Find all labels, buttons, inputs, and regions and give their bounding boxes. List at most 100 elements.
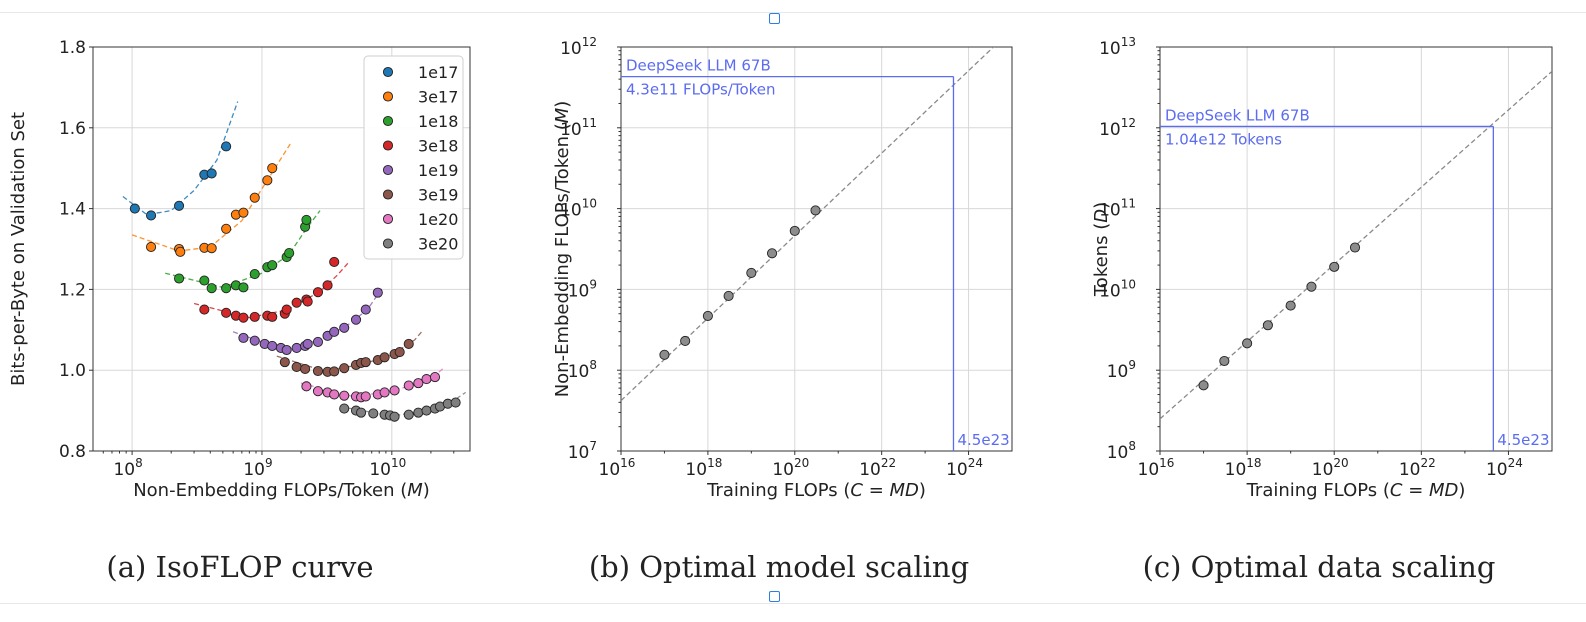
data-point [403,409,414,420]
data-point [279,357,290,368]
y-tick-label: 108 [568,358,597,382]
legend-label: 1e20 [418,210,458,229]
x-axis-label: Non-Embedding FLOPs/Token (M) [133,480,430,501]
x-tick-label: 1024 [946,456,983,480]
y-tick-label: 1.2 [59,280,86,300]
y-axis-label: Tokens (D) [1091,202,1112,297]
data-point [767,248,778,259]
fit-curve [165,210,321,289]
data-point [1285,300,1296,311]
legend-marker [382,91,394,102]
data-point [199,275,210,286]
model-scaling-chart: 1016 1018 1020 1022 1024 107 108 109 1010 1011 101… [552,35,1013,584]
data-point [322,280,333,291]
data-point [403,338,414,349]
legend-label: 1e17 [418,63,458,82]
x-tick-label: 1016 [599,456,636,480]
selection-top-border [0,12,1586,13]
data-point [1198,380,1209,391]
data-point [249,192,260,203]
x-tick-label: 1010 [369,456,406,480]
data-point [702,310,713,321]
data-point [659,349,670,360]
x-tick-label: 1024 [1486,456,1523,480]
data-point [356,407,367,418]
legend-marker [382,140,394,151]
data-point [284,247,295,259]
data-point [1349,242,1361,253]
data-point [301,381,312,392]
y-tick-label: 109 [1107,358,1136,382]
data-point [312,365,324,377]
data-point [302,296,313,307]
y-tick-label: 1012 [1099,116,1136,140]
annotation-value-label: 1.04e12 Tokens [1165,130,1282,148]
series-1e18 [165,210,321,294]
x-axis-label: Training FLOPs (C = MD) [1246,480,1466,501]
data-point [1219,355,1230,367]
data-point [810,205,821,216]
x-tick-label: 1016 [1138,456,1175,480]
data-point [312,336,324,347]
data-point [267,340,278,352]
data-point [206,168,217,179]
data-point [403,380,414,391]
data-point [291,297,302,308]
legend-label: 1e19 [418,161,458,180]
data-point [339,403,350,414]
data-point [1262,320,1273,331]
data-point [389,385,400,396]
data-point [312,386,324,397]
annotation-flops-label: 4.5e23 [957,431,1009,449]
x-tick-label: 108 [113,456,142,480]
data-point [746,267,757,278]
data-point [394,346,405,358]
data-point [450,397,461,408]
y-tick-label: 1.6 [59,119,86,139]
data-point [199,304,210,315]
legend-marker [382,115,394,127]
data-point [389,411,400,422]
y-tick-label: 108 [1107,439,1136,463]
x-tick-label: 1020 [1312,456,1349,480]
data-point [291,361,302,373]
y-axis-label: Non-Embedding FLOPs/Token (M) [552,101,573,398]
data-point [339,363,350,374]
data-point [302,338,313,349]
fit-curve [131,143,291,252]
series-3e19 [276,329,424,377]
legend-label: 3e18 [418,137,458,156]
y-tick-label: 1.0 [59,361,86,381]
legend-box [363,55,464,260]
data-point [1329,261,1340,272]
resize-handle-bottom[interactable] [769,591,780,602]
y-tick-label: 1011 [1099,197,1136,221]
x-tick-label: 109 [243,456,272,480]
data-point [680,335,691,347]
x-tick-label: 1020 [772,456,809,480]
resize-handle-top[interactable] [769,13,780,24]
data-scaling-chart: 1016 1018 1020 1022 1024 108 109 1010 1011 1012 10… [1091,35,1553,584]
data-point [312,287,324,298]
legend-marker [382,164,394,176]
y-tick-label: 109 [568,277,597,301]
y-tick-label: 1.8 [59,38,86,58]
data-point [429,372,441,383]
data-point [413,378,424,389]
data-point [379,387,390,398]
fit-curve [122,101,239,216]
legend-label: 1e18 [418,112,458,131]
data-point [174,273,185,284]
data-point [249,311,260,322]
data-point [339,390,350,401]
data-point [129,203,140,214]
series-3e20 [339,391,466,422]
data-point [360,391,371,402]
isoflop-chart: 0.8 1.0 1.2 1.4 1.6 1.8 108 109 1010Non-Embeddin… [8,38,471,584]
selection-bottom-border [0,603,1586,604]
data-point [175,246,186,257]
data-point [281,344,292,356]
y-tick-label: 1010 [560,197,597,221]
data-point [789,225,800,236]
